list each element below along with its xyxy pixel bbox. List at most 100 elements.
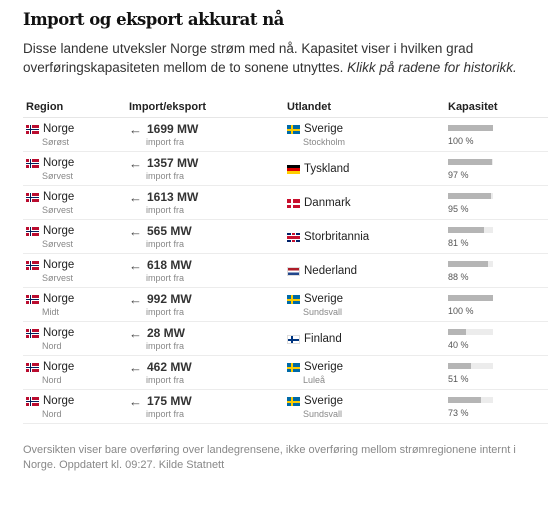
norway-flag-icon — [26, 159, 39, 168]
region-country: Norge — [43, 157, 75, 169]
capacity-cell: 73 % — [448, 395, 493, 418]
region-zone: Sørvest — [42, 273, 74, 283]
region-zone: Midt — [42, 307, 60, 317]
norway-flag-icon — [26, 397, 39, 406]
capacity-bar — [448, 159, 493, 165]
capacity-cell: 100 % — [448, 123, 493, 146]
country-name: Sverige — [304, 395, 343, 407]
country-name: Tyskland — [304, 163, 350, 175]
country-zone: Stockholm — [303, 137, 346, 147]
header-region: Region — [26, 101, 64, 113]
capacity-cell: 40 % — [448, 327, 493, 350]
exchange-table: Region Import/eksport Utlandet Kapasitet… — [23, 96, 548, 424]
region-zone: Nord — [42, 341, 62, 351]
header-capacity: Kapasitet — [448, 101, 498, 113]
country-name: Sverige — [304, 123, 343, 135]
capacity-bar — [448, 363, 493, 369]
region-country: Norge — [43, 395, 75, 407]
region-zone: Nord — [42, 409, 62, 419]
flow-value: 565 MW — [147, 224, 192, 238]
norway-flag-icon — [26, 193, 39, 202]
capacity-bar-fill — [448, 295, 493, 301]
country-name: Sverige — [304, 293, 343, 305]
table-row[interactable]: Norge Sørvest ← 618 MW import fra Nederl… — [23, 254, 548, 288]
capacity-bar — [448, 125, 493, 131]
arrow-left-icon: ← — [129, 122, 142, 137]
flow-direction: import fra — [146, 239, 185, 249]
country-name: Nederland — [304, 265, 358, 277]
flow-cell: ← 462 MW import fra — [129, 361, 192, 386]
region-cell: Norge Nord — [26, 361, 74, 386]
capacity-percent: 81 % — [448, 238, 469, 248]
capacity-cell: 97 % — [448, 157, 493, 180]
dk-flag-icon — [287, 199, 300, 208]
region-zone: Sørøst — [42, 137, 69, 147]
arrow-left-icon: ← — [129, 394, 142, 409]
norway-flag-icon — [26, 227, 39, 236]
capacity-bar-fill — [448, 125, 493, 131]
se-flag-icon — [287, 125, 300, 134]
capacity-cell: 51 % — [448, 361, 493, 384]
table-row[interactable]: Norge Midt ← 992 MW import fra Sverige S… — [23, 288, 548, 322]
region-country: Norge — [43, 191, 75, 203]
flow-direction: import fra — [146, 375, 185, 385]
country-zone: Sundsvall — [303, 307, 343, 317]
flow-direction: import fra — [146, 205, 185, 215]
arrow-left-icon: ← — [129, 190, 142, 205]
table-row[interactable]: Norge Sørvest ← 565 MW import fra Storbr… — [23, 220, 548, 254]
country-cell: Danmark — [287, 197, 351, 210]
arrow-left-icon: ← — [129, 156, 142, 171]
flow-cell: ← 992 MW import fra — [129, 293, 192, 318]
capacity-percent: 88 % — [448, 272, 469, 282]
table-row[interactable]: Norge Sørvest ← 1357 MW import fra Tyskl… — [23, 152, 548, 186]
region-zone: Sørvest — [42, 205, 74, 215]
capacity-bar-fill — [448, 193, 491, 199]
norway-flag-icon — [26, 125, 39, 134]
flow-cell: ← 175 MW import fra — [129, 395, 192, 420]
capacity-percent: 97 % — [448, 170, 469, 180]
table-row[interactable]: Norge Nord ← 175 MW import fra Sverige S… — [23, 390, 548, 424]
flow-direction: import fra — [146, 137, 185, 147]
capacity-bar — [448, 227, 493, 233]
flow-value: 28 MW — [147, 326, 186, 340]
arrow-left-icon: ← — [129, 292, 142, 307]
header-flow: Import/eksport — [129, 101, 207, 113]
flow-direction: import fra — [146, 307, 185, 317]
page-title: Import og eksport akkurat nå — [23, 10, 284, 29]
country-cell: Sverige Luleå — [287, 361, 343, 386]
table-row[interactable]: Norge Sørvest ← 1613 MW import fra Danma… — [23, 186, 548, 220]
flow-cell: ← 1613 MW import fra — [129, 191, 198, 216]
region-cell: Norge Sørvest — [26, 157, 74, 182]
table-row[interactable]: Norge Nord ← 28 MW import fra Finland 40… — [23, 322, 548, 356]
capacity-percent: 100 % — [448, 306, 474, 316]
capacity-percent: 95 % — [448, 204, 469, 214]
country-cell: Storbritannia — [287, 231, 369, 244]
capacity-percent: 51 % — [448, 374, 469, 384]
flow-direction: import fra — [146, 341, 185, 351]
capacity-bar-fill — [448, 261, 488, 267]
capacity-cell: 95 % — [448, 191, 493, 214]
country-zone: Sundsvall — [303, 409, 343, 419]
capacity-percent: 100 % — [448, 136, 474, 146]
flow-direction: import fra — [146, 171, 185, 181]
region-cell: Norge Sørvest — [26, 259, 74, 284]
capacity-bar-fill — [448, 363, 471, 369]
flow-value: 175 MW — [147, 394, 192, 408]
capacity-bar — [448, 397, 493, 403]
country-name: Storbritannia — [304, 231, 370, 243]
gb-flag-icon — [287, 233, 300, 242]
table-row[interactable]: Norge Sørøst ← 1699 MW import fra Sverig… — [23, 118, 548, 152]
flow-cell: ← 28 MW import fra — [129, 327, 185, 352]
flow-value: 992 MW — [147, 292, 192, 306]
flow-cell: ← 1699 MW import fra — [129, 123, 198, 148]
arrow-left-icon: ← — [129, 224, 142, 239]
norway-flag-icon — [26, 295, 39, 304]
table-row[interactable]: Norge Nord ← 462 MW import fra Sverige L… — [23, 356, 548, 390]
flow-value: 1699 MW — [147, 122, 199, 136]
capacity-bar-fill — [448, 227, 485, 233]
country-cell: Finland — [287, 333, 342, 346]
country-cell: Tyskland — [287, 163, 349, 176]
flow-cell: ← 618 MW import fra — [129, 259, 192, 284]
norway-flag-icon — [26, 363, 39, 372]
country-cell: Sverige Sundsvall — [287, 395, 343, 420]
